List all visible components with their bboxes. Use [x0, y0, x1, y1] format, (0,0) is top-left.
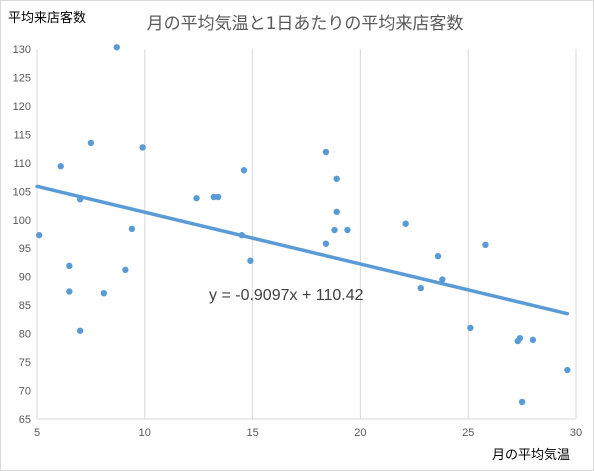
data-point	[57, 163, 64, 170]
x-tick-label: 5	[34, 427, 40, 439]
gridlines	[36, 49, 577, 420]
y-tick-label: 100	[13, 215, 31, 227]
data-point	[122, 266, 129, 274]
y-tick-label: 80	[19, 329, 31, 341]
data-point	[518, 398, 526, 406]
y-tick-label: 105	[13, 186, 31, 198]
y-tick-label: 130	[13, 44, 31, 56]
data-point	[333, 208, 340, 215]
x-tick-label: 30	[570, 427, 582, 439]
trendline	[35, 184, 570, 316]
data-point	[482, 241, 489, 249]
data-point	[434, 253, 442, 260]
data-point	[87, 139, 95, 147]
y-tick-label: 65	[19, 414, 31, 426]
data-point	[76, 327, 84, 334]
data-point	[240, 167, 248, 174]
y-axis-label: 平均来店客数	[8, 10, 86, 26]
data-point	[529, 336, 537, 344]
data-point	[35, 231, 43, 239]
data-point	[516, 334, 524, 342]
data-point	[417, 284, 424, 292]
x-axis-label: 月の平均気温	[492, 447, 570, 463]
y-tick-labels: 65 70 75 80 85 90 95 100 105 110 115 120 125 130	[13, 44, 31, 426]
y-tick-label: 125	[13, 72, 31, 84]
data-point	[331, 226, 338, 234]
data-point	[467, 324, 474, 332]
data-point	[214, 193, 222, 201]
data-point	[193, 194, 200, 202]
x-tick-labels: 5 10 15 20 25 30	[34, 427, 582, 439]
data-point	[333, 175, 340, 182]
data-point	[66, 262, 73, 270]
data-point	[139, 144, 146, 151]
x-tick-label: 25	[462, 427, 474, 439]
trendline-path	[35, 184, 570, 316]
y-tick-label: 85	[19, 300, 31, 312]
data-point	[76, 196, 84, 203]
x-tick-label: 20	[354, 427, 366, 439]
x-tick-label: 10	[139, 427, 151, 439]
data-point	[322, 240, 330, 247]
y-tick-label: 115	[13, 129, 31, 141]
data-point	[564, 366, 571, 374]
y-tick-label: 95	[19, 243, 31, 255]
data-point	[128, 225, 136, 233]
chart-title: 月の平均気温と1日あたりの平均来店客数	[147, 14, 464, 34]
data-point	[344, 226, 351, 234]
data-point	[439, 276, 446, 283]
y-tick-label: 75	[19, 357, 31, 369]
y-tick-label: 90	[19, 272, 31, 284]
data-point	[238, 231, 246, 239]
data-point	[113, 44, 120, 51]
y-tick-label: 110	[13, 158, 31, 170]
x-tick-label: 15	[246, 427, 258, 439]
data-point	[247, 257, 254, 264]
trendline-equation: y = -0.9097x + 110.42	[209, 287, 364, 304]
y-tick-label: 120	[13, 101, 31, 113]
data-point	[402, 220, 409, 227]
data-points	[35, 44, 571, 406]
data-point	[66, 288, 73, 295]
y-tick-label: 70	[19, 386, 31, 398]
data-point	[100, 290, 108, 297]
data-point	[322, 148, 330, 156]
